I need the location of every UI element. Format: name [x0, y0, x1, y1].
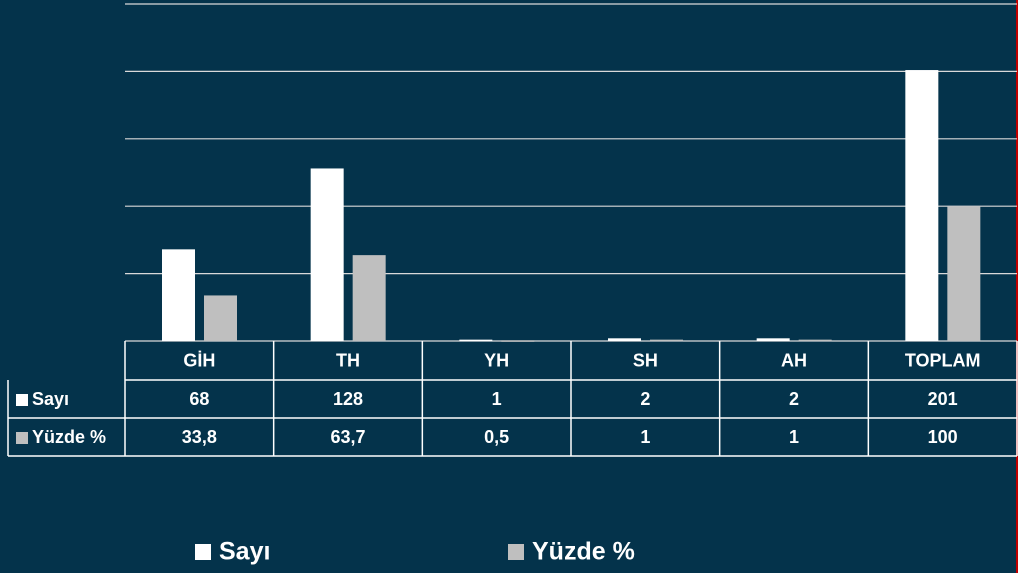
bar — [204, 295, 237, 341]
table-value: 1 — [640, 427, 650, 447]
bar — [352, 255, 386, 341]
x-tick-label: TH — [336, 350, 360, 370]
legend-key — [195, 544, 211, 560]
table-series-name: Sayı — [32, 389, 69, 409]
table-value: 128 — [333, 389, 363, 409]
bar — [310, 168, 344, 341]
x-tick-label: SH — [633, 350, 658, 370]
bar — [608, 338, 641, 341]
table-value: 100 — [928, 427, 958, 447]
bar — [501, 340, 535, 342]
table-value: 63,7 — [330, 427, 365, 447]
table-value: 0,5 — [484, 427, 509, 447]
bar — [756, 338, 790, 341]
x-tick-label: TOPLAM — [905, 350, 981, 370]
x-tick-label: AH — [781, 350, 807, 370]
table-legend-key — [16, 394, 28, 406]
table-value: 1 — [492, 389, 502, 409]
bar — [162, 249, 195, 341]
table-value: 2 — [640, 389, 650, 409]
bar — [905, 70, 939, 341]
bar — [947, 206, 981, 341]
x-tick-label: YH — [484, 350, 509, 370]
table-value: 68 — [189, 389, 209, 409]
table-legend-key — [16, 432, 28, 444]
bar — [798, 339, 832, 342]
bar — [459, 339, 493, 342]
table-value: 201 — [928, 389, 958, 409]
table-value: 2 — [789, 389, 799, 409]
legend-label: Yüzde % — [532, 538, 635, 566]
table-series-name: Yüzde % — [32, 427, 106, 447]
bar — [650, 339, 683, 342]
legend-key — [508, 544, 524, 560]
legend-label: Sayı — [219, 538, 270, 566]
table-value: 1 — [789, 427, 799, 447]
x-tick-label: GİH — [183, 350, 215, 370]
table-value: 33,8 — [182, 427, 217, 447]
